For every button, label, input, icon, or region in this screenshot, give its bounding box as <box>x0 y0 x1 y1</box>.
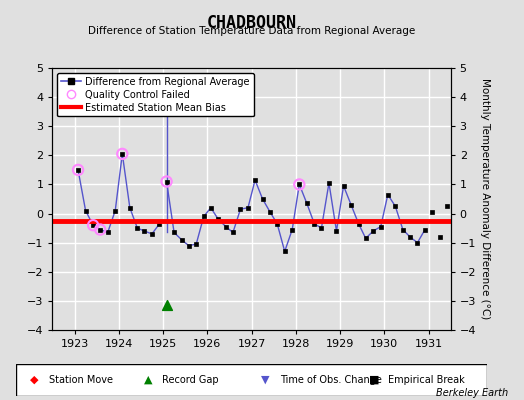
Text: ▼: ▼ <box>261 375 270 385</box>
Text: Time of Obs. Change: Time of Obs. Change <box>280 375 381 385</box>
Point <box>74 167 82 173</box>
Text: Station Move: Station Move <box>49 375 113 385</box>
Point <box>118 151 126 157</box>
Point <box>162 302 171 308</box>
Point <box>295 181 303 188</box>
Point <box>89 222 97 228</box>
Text: Empirical Break: Empirical Break <box>388 375 465 385</box>
Y-axis label: Monthly Temperature Anomaly Difference (°C): Monthly Temperature Anomaly Difference (… <box>481 78 490 320</box>
Point <box>162 178 171 185</box>
Text: ■: ■ <box>369 375 379 385</box>
Legend: Difference from Regional Average, Quality Control Failed, Estimated Station Mean: Difference from Regional Average, Qualit… <box>57 73 254 116</box>
Text: ◆: ◆ <box>30 375 39 385</box>
Text: Record Gap: Record Gap <box>162 375 219 385</box>
Point <box>96 226 104 233</box>
Text: ▲: ▲ <box>144 375 152 385</box>
Text: Difference of Station Temperature Data from Regional Average: Difference of Station Temperature Data f… <box>88 26 415 36</box>
Text: Berkeley Earth: Berkeley Earth <box>436 388 508 398</box>
Text: CHADBOURN: CHADBOURN <box>206 14 297 32</box>
